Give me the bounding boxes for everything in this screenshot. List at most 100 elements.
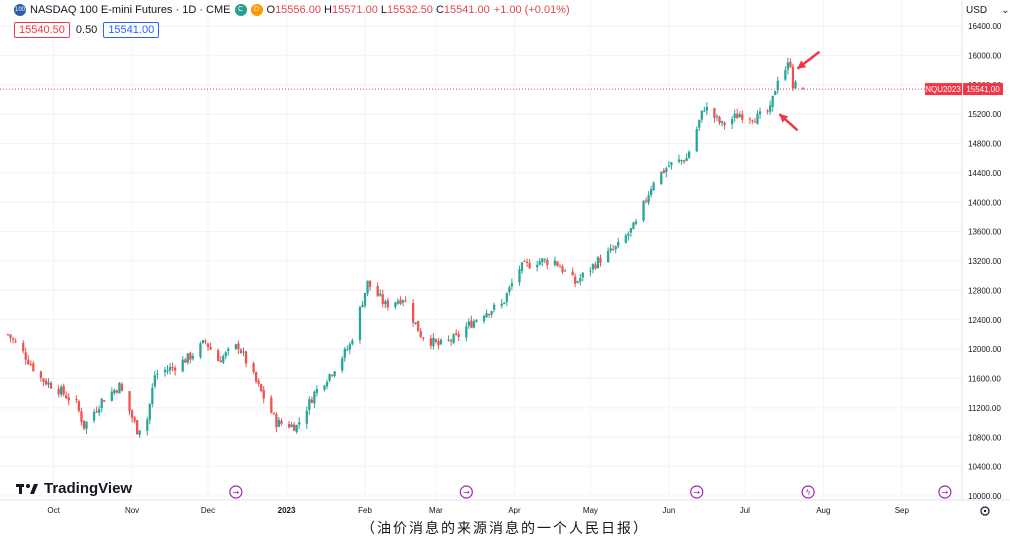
candle-body — [27, 359, 30, 365]
candle-body — [589, 270, 592, 272]
candle-body — [523, 260, 526, 262]
time-tick-label: 2023 — [278, 506, 296, 515]
currency-selector[interactable]: USD ⌄ — [966, 5, 1010, 16]
price-tick-label: 10000.00 — [968, 492, 1002, 501]
candle-body — [581, 272, 584, 278]
candle-body — [343, 348, 346, 358]
candle-body — [381, 294, 384, 304]
candle-body — [42, 378, 45, 382]
time-tick-label: Feb — [358, 506, 372, 515]
price-tick-label: 14000.00 — [968, 198, 1002, 207]
candle-body — [368, 280, 372, 287]
ohlc-label: H — [324, 4, 332, 16]
candle-body — [103, 400, 106, 402]
time-tick-label: Jun — [662, 506, 675, 515]
price-tick-label: 16000.00 — [968, 51, 1002, 60]
candle-body — [270, 397, 273, 413]
candle-body — [525, 261, 529, 263]
candle-body — [776, 80, 779, 91]
market-status-c-badge[interactable]: C — [234, 4, 247, 16]
buy-price-button[interactable]: 15541.00 — [103, 22, 160, 38]
candle-body — [82, 420, 86, 429]
symbol-title[interactable]: NASDAQ 100 E-mini Futures · 1D · CME — [30, 4, 231, 16]
image-caption: （油价消息的来源消息的一个人民日报） — [361, 521, 649, 537]
candle-body — [644, 200, 648, 202]
candle-body — [394, 302, 397, 308]
symbol-label: NQU2023 — [925, 85, 961, 94]
sell-price-button[interactable]: 15540.50 — [14, 22, 70, 38]
candle-body — [563, 270, 567, 272]
candle-body — [237, 343, 240, 350]
candle-body — [561, 266, 564, 273]
candle-body — [500, 303, 503, 306]
economic-event-icon[interactable]: → — [690, 485, 704, 499]
candle-body — [736, 113, 739, 119]
candle-body — [594, 264, 597, 269]
ohlc-value: 15556.00 — [275, 4, 324, 16]
event-markers[interactable]: → → → ϟ → — [229, 485, 952, 499]
candle-body — [184, 359, 187, 363]
candle-body — [77, 401, 81, 411]
time-tick-label: Mar — [429, 506, 443, 515]
candle-body — [191, 356, 194, 359]
candle-body — [677, 159, 681, 162]
candle-body — [642, 200, 645, 221]
economic-event-icon[interactable]: → — [938, 485, 952, 499]
candle-body — [528, 263, 531, 269]
candle-body — [748, 118, 752, 120]
candle-body — [627, 233, 630, 236]
candle-body — [305, 410, 308, 424]
candle-body — [325, 382, 329, 387]
candle-body — [239, 349, 243, 354]
symbol-label-bg — [925, 83, 962, 96]
candle-body — [786, 62, 790, 70]
tradingview-logo[interactable]: TradingView — [16, 480, 132, 497]
annotation-arrow-head — [797, 60, 807, 69]
settings-gear-icon[interactable] — [980, 506, 990, 516]
candle-body — [95, 411, 98, 413]
time-axis[interactable]: Oct Nov Dec 2023 Feb Mar Apr May Jun Jul Aug Sep — [47, 506, 909, 515]
candle-body — [292, 424, 296, 431]
candle-body — [166, 370, 169, 372]
tradingview-logo-text: TradingView — [44, 480, 133, 497]
candle-body — [429, 338, 432, 346]
candle-body — [146, 419, 149, 431]
ohlc-label: O — [266, 4, 276, 16]
svg-text:ϟ: ϟ — [805, 488, 810, 497]
price-tick-label: 12800.00 — [968, 286, 1002, 295]
candle-body — [703, 110, 706, 112]
candle-body — [171, 367, 174, 369]
candle-body — [386, 300, 389, 308]
candle-body — [713, 108, 716, 118]
candle-body — [14, 340, 17, 342]
ohlc-label: L — [380, 4, 388, 16]
candle-body — [298, 422, 301, 425]
candle-body — [346, 349, 349, 351]
candle-body — [173, 367, 177, 371]
price-tick-label: 15200.00 — [968, 110, 1002, 119]
candle-body — [65, 395, 68, 399]
ohlc-value: 15571.00 — [331, 4, 381, 16]
economic-event-icon[interactable]: → — [459, 485, 473, 499]
candle-body — [439, 339, 443, 345]
time-tick-label: Nov — [125, 506, 139, 515]
candle-body — [217, 350, 220, 362]
candle-body — [536, 264, 539, 268]
candle-body — [67, 397, 70, 401]
candle-body — [404, 300, 407, 302]
delayed-data-d-badge[interactable]: D — [250, 4, 263, 16]
candle-body — [493, 304, 496, 310]
ohlc-value: 15532.50 — [387, 4, 436, 16]
candle-body — [148, 403, 151, 420]
earnings-lightning-icon[interactable]: ϟ — [801, 485, 815, 499]
candle-body — [363, 293, 367, 306]
candle-body — [503, 302, 506, 304]
candle-body — [47, 382, 50, 385]
symbol-header[interactable]: 100 NASDAQ 100 E-mini Futures · 1D · CME… — [14, 4, 570, 16]
economic-event-icon[interactable]: → — [229, 485, 243, 499]
candle-body — [98, 409, 101, 413]
candle-body — [110, 391, 113, 401]
candle-body — [224, 352, 227, 357]
price-tick-label: 11200.00 — [968, 404, 1001, 413]
